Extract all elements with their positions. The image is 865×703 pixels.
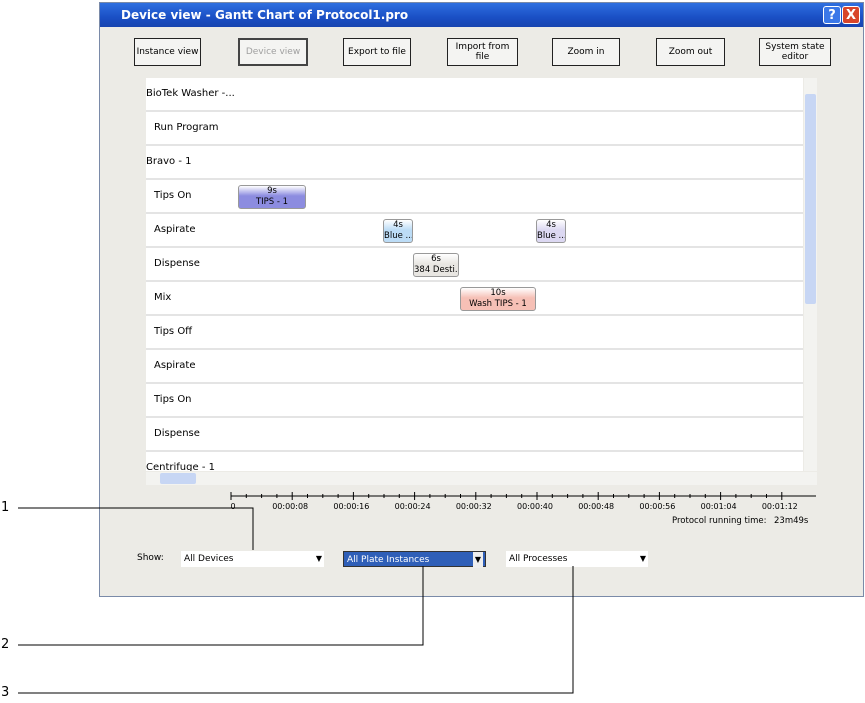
toolbar-button[interactable]: System state editor <box>759 38 831 66</box>
running-time: 23m49s <box>774 516 809 526</box>
tick-label: 00:01:04 <box>701 502 737 511</box>
tick-label: 00:00:40 <box>517 502 553 511</box>
gantt-row: Aspirate 4s Blue ... 4s Blue ... <box>146 214 803 248</box>
row-label: Bravo - 1 <box>146 156 192 167</box>
row-label: Tips On <box>154 190 192 201</box>
help-button[interactable]: ? <box>823 6 841 24</box>
row-label: Tips On <box>154 394 192 405</box>
row-label: Tips Off <box>154 326 193 337</box>
tick-label: 00:00:16 <box>333 502 369 511</box>
running-time-label: Protocol running time: <box>672 516 767 526</box>
task-block[interactable]: 4s Blue ... <box>383 219 413 243</box>
close-button[interactable]: X <box>842 6 860 24</box>
callout-label: 2 <box>1 637 10 652</box>
timeline: 0 00:00:08 00:00:16 00:00:24 00:00:32 00:00:4… <box>230 492 816 511</box>
gantt-row: BioTek Washer -... <box>146 78 803 112</box>
tick-label: 00:01:12 <box>762 502 798 511</box>
gantt-row: Mix 10s Wash TIPS - 1 <box>146 282 803 316</box>
row-label: Aspirate <box>154 224 196 235</box>
gantt-row: Tips On <box>146 384 803 418</box>
task-duration: 9s <box>267 186 277 196</box>
toolbar-button[interactable]: Zoom in <box>552 38 620 66</box>
gantt-row: Dispense 6s 384 Desti... <box>146 248 803 282</box>
toolbar-button[interactable]: Import from file <box>447 38 518 66</box>
horizontal-scrollbar[interactable] <box>146 472 817 485</box>
gantt-row: Bravo - 1 <box>146 146 803 180</box>
gantt-grid: BioTek Washer -... Run Program Bravo - 1 Ti… <box>146 78 803 471</box>
toolbar-button[interactable]: Instance view <box>134 38 201 66</box>
task-block[interactable]: 4s Blue ... <box>536 219 566 243</box>
row-label: Dispense <box>154 428 200 439</box>
gantt-row: Aspirate <box>146 350 803 384</box>
processes-dropdown[interactable]: All Processes ▼ <box>506 551 648 567</box>
toolbar-button: Device view <box>238 38 308 66</box>
tick-label: 0 <box>230 502 235 511</box>
callout-label: 1 <box>1 500 10 515</box>
gantt-row: Tips Off <box>146 316 803 350</box>
gantt-row: Centrifuge - 1 <box>146 452 803 471</box>
tick-label: 00:00:08 <box>272 502 308 511</box>
plate-instances-dropdown[interactable]: All Plate Instances ▼ <box>343 551 486 568</box>
dropdown-text: All Processes <box>509 554 568 564</box>
task-name: Blue ... <box>537 231 566 241</box>
row-label: BioTek Washer -... <box>146 88 235 99</box>
dropdown-text: All Devices <box>184 554 234 564</box>
task-block[interactable]: 9s TIPS - 1 <box>238 185 306 209</box>
task-duration: 10s <box>490 288 506 298</box>
callout-label: 3 <box>1 685 10 700</box>
window-title: Device view - Gantt Chart of Protocol1.p… <box>121 8 409 22</box>
task-duration: 4s <box>393 220 403 230</box>
tick-label: 00:00:24 <box>395 502 431 511</box>
row-label: Mix <box>154 292 172 303</box>
show-label: Show: <box>137 553 164 563</box>
tick-label: 00:00:48 <box>578 502 614 511</box>
row-label: Run Program <box>154 122 219 133</box>
task-name: Blue ... <box>384 231 413 241</box>
window: Device view - Gantt Chart of Protocol1.p… <box>99 2 864 597</box>
gantt-row: Run Program <box>146 112 803 146</box>
task-duration: 6s <box>431 254 441 264</box>
task-duration: 4s <box>546 220 556 230</box>
row-label: Centrifuge - 1 <box>146 462 215 471</box>
toolbar-button[interactable]: Export to file <box>343 38 411 66</box>
tick-label: 00:00:56 <box>639 502 675 511</box>
devices-dropdown[interactable]: All Devices ▼ <box>181 551 324 567</box>
task-block[interactable]: 10s Wash TIPS - 1 <box>460 287 536 311</box>
dropdown-text: All Plate Instances <box>347 555 430 565</box>
row-label: Aspirate <box>154 360 196 371</box>
gantt-row: Dispense <box>146 418 803 452</box>
task-name: 384 Desti... <box>414 265 459 275</box>
row-label: Dispense <box>154 258 200 269</box>
tick-label: 00:00:32 <box>456 502 492 511</box>
vertical-scrollbar[interactable] <box>804 78 817 471</box>
task-name: Wash TIPS - 1 <box>469 299 527 309</box>
task-block[interactable]: 6s 384 Desti... <box>413 253 459 277</box>
title-bar: Device view - Gantt Chart of Protocol1.p… <box>100 3 863 27</box>
toolbar-button[interactable]: Zoom out <box>656 38 725 66</box>
gantt-row: Tips On 9s TIPS - 1 <box>146 180 803 214</box>
task-name: TIPS - 1 <box>255 197 289 207</box>
